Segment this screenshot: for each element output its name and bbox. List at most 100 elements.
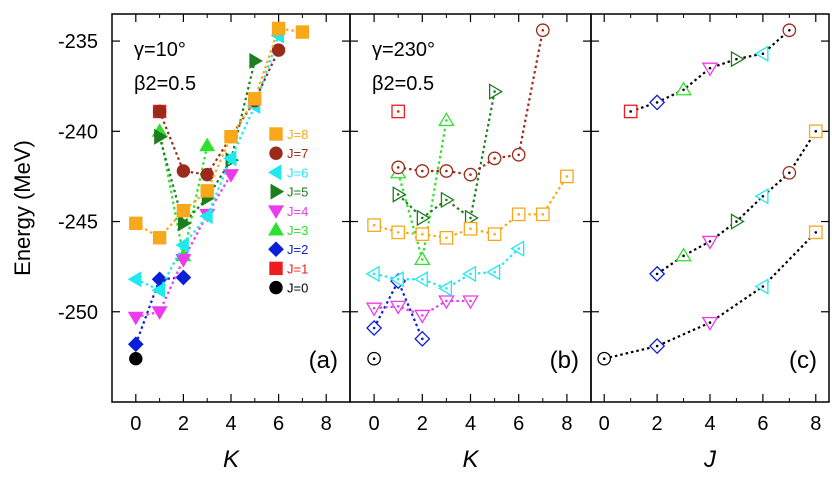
band-point-J1-dot	[629, 110, 632, 113]
series-line-J7	[158, 49, 280, 176]
point-J8-K3-dot	[445, 236, 448, 240]
point-J7-K3	[200, 167, 214, 182]
legend-label-J6: J=6	[287, 165, 308, 180]
point-J0-K0-dot	[372, 357, 376, 360]
x-tick-label: 4	[465, 413, 476, 435]
point-J6-K2-dot	[421, 277, 424, 281]
legend-label-J4: J=4	[287, 204, 308, 219]
band-point-J4-dot	[708, 240, 712, 243]
band-point-J8-dot	[814, 130, 818, 133]
x-tick-label: 6	[757, 413, 768, 435]
gamma-label: γ=230°	[372, 39, 435, 61]
point-J6-K6-dot	[517, 247, 520, 250]
series-line-J2	[134, 276, 184, 345]
point-J8-K3	[200, 184, 214, 198]
beta-label: β2=0.5	[372, 73, 434, 95]
x-tick-label: 8	[810, 413, 821, 435]
panel-label: (a)	[309, 347, 338, 374]
panel-0: -235 -240 -245 -250 0 2 4 6 8 K (a) γ=10° β2=0.5 J=8 J…	[58, 13, 351, 473]
point-J7-K2-dot	[421, 169, 424, 173]
panel-1: 0 2 4 6 8 K (b) γ=230° β2=0.5	[349, 13, 592, 473]
panel-2: 0 2 4 6 8 J (c)	[590, 13, 830, 473]
gamma-label: γ=10°	[134, 39, 186, 61]
point-J8-K0-dot	[372, 223, 376, 227]
point-J7-K4-dot	[469, 173, 472, 176]
x-axis-title: J	[703, 446, 717, 473]
point-J6-K1-dot	[396, 277, 400, 281]
band-point-J2-dot	[655, 344, 659, 348]
point-J2-K2-dot	[421, 337, 424, 341]
legend-marker-J5	[270, 183, 285, 200]
point-J4-K4	[222, 169, 240, 183]
point-J8-K2-dot	[421, 232, 424, 236]
legend-label-J3: J=3	[287, 223, 308, 238]
point-J5-K2	[177, 215, 192, 232]
point-J0-K0	[129, 351, 143, 366]
band-point-J7-dot	[788, 28, 791, 32]
legend-marker-J2	[268, 241, 284, 258]
x-tick-label: 4	[225, 413, 236, 435]
point-J8-K5	[248, 92, 262, 106]
point-J4-K4-dot	[469, 299, 472, 303]
band-point-J3-dot	[682, 88, 685, 92]
x-tick-label: 2	[178, 413, 189, 435]
x-tick-label: 6	[273, 413, 284, 435]
band-point-J2-dot	[655, 101, 659, 104]
point-J6-K3	[199, 208, 213, 225]
y-tick-label: -250	[58, 302, 98, 324]
point-J8-K4-dot	[469, 227, 472, 231]
point-J4-K1	[151, 306, 168, 320]
point-J5-K2-dot	[421, 216, 424, 220]
point-J7-K1-dot	[396, 166, 400, 169]
point-J8-K1	[152, 231, 167, 245]
x-tick-label: 8	[321, 413, 332, 435]
x-axis-title: K	[223, 446, 240, 473]
band-point-J6-dot	[761, 194, 765, 198]
series-line-J5	[397, 91, 496, 220]
band-point-J7-dot	[788, 171, 791, 175]
point-J7-K6	[271, 43, 286, 57]
point-J8-K6-dot	[517, 213, 520, 216]
point-J5-K1	[154, 128, 168, 145]
legend-label-J1: J=1	[287, 261, 308, 276]
band-point-J6-dot	[761, 52, 765, 56]
point-J7-K6-dot	[517, 153, 520, 157]
band-point-J3-dot	[682, 254, 685, 258]
point-J4-K2	[175, 253, 192, 268]
point-J6-K3-dot	[445, 287, 448, 290]
y-tick-label: -235	[58, 31, 98, 53]
point-J5-K3-dot	[445, 198, 448, 202]
point-J4-K0-dot	[372, 306, 376, 310]
point-J8-K7	[295, 25, 310, 39]
band-point-J4-dot	[708, 321, 712, 324]
point-J4-K1-dot	[396, 305, 400, 308]
point-J8-K8-dot	[565, 175, 569, 178]
beta-label: β2=0.5	[134, 73, 196, 95]
band-point-J6-dot	[761, 285, 765, 288]
point-J3-K3	[199, 137, 216, 152]
legend-marker-J3	[267, 221, 285, 236]
legend-marker-J7	[269, 146, 283, 160]
point-J5-K4-dot	[469, 216, 472, 220]
point-J7-K5-dot	[493, 157, 496, 160]
point-J8-K7-dot	[541, 213, 545, 216]
point-J5-K1-dot	[396, 193, 400, 196]
point-J6-K4	[222, 150, 237, 167]
point-J2-K2	[175, 269, 192, 286]
point-J4-K2-dot	[421, 314, 424, 317]
point-J7-K1	[152, 104, 167, 119]
point-J5-K5-dot	[493, 90, 496, 93]
x-tick-label: 6	[513, 413, 524, 435]
legend-marker-J0	[269, 280, 283, 295]
point-J6-K5-dot	[493, 270, 496, 274]
band-point-J2-dot	[655, 272, 659, 276]
point-J6-K0	[127, 271, 142, 288]
legend-label-J8: J=8	[287, 127, 308, 142]
point-J8-K2	[176, 204, 191, 218]
legend-marker-J1	[269, 261, 283, 276]
point-J6-K1	[151, 282, 166, 299]
x-tick-label: 8	[561, 413, 572, 435]
point-J6-K0-dot	[372, 272, 376, 276]
x-axis-title: K	[462, 446, 479, 473]
